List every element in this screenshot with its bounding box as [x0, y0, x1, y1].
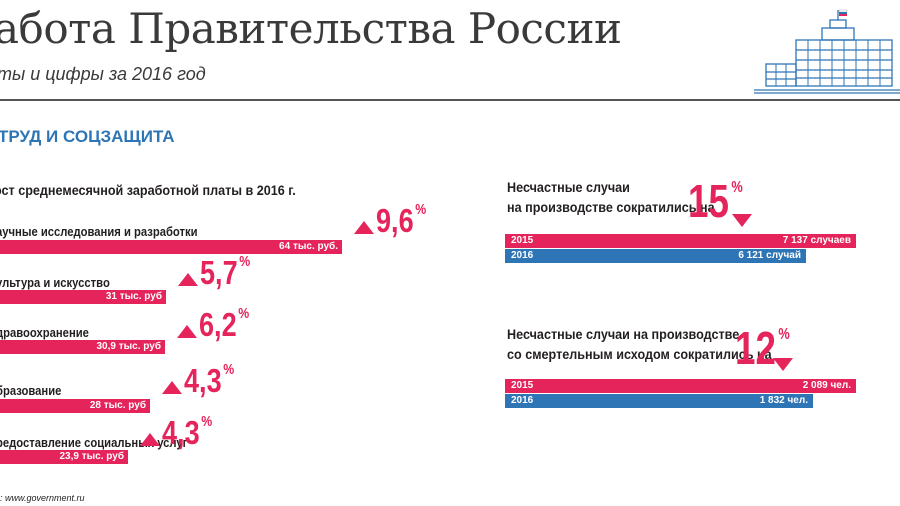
growth-percent-sign: %: [201, 413, 213, 430]
salary-bar: 23,9 тыс. руб: [0, 450, 128, 464]
growth-percent-value: 9,6: [376, 202, 414, 239]
bar-value-label: 31 тыс. руб: [105, 291, 162, 302]
category-label: бразование: [0, 384, 62, 398]
government-building-logo: [754, 9, 900, 94]
increase-arrow-icon: [177, 325, 197, 338]
bar-value-label: 7 137 случаев: [782, 235, 851, 246]
year-bar: 2015 7 137 случаев: [505, 234, 856, 248]
bar-value-label: 23,9 тыс. руб: [59, 451, 124, 462]
growth-percent: 5,7%: [200, 253, 251, 291]
year-label: 2015: [511, 380, 534, 391]
salary-bar: 30,9 тыс. руб: [0, 340, 165, 354]
year-bar: 2016 1 832 чел.: [505, 394, 813, 408]
category-label: ультура и искусство: [0, 276, 110, 290]
salary-bar: 31 тыс. руб: [0, 290, 166, 304]
salary-chart-title: ост среднемесячной заработной платы в 20…: [0, 182, 296, 198]
growth-percent: 4,3%: [162, 413, 213, 451]
growth-percent: 4,3%: [184, 361, 235, 399]
growth-percent-value: 4,3: [162, 414, 200, 451]
bar-value-label: 64 тыс. руб.: [279, 241, 338, 252]
decrease-arrow-icon: [732, 214, 752, 227]
increase-arrow-icon: [178, 273, 198, 286]
growth-percent-value: 4,3: [184, 362, 222, 399]
bar-value-label: 2 089 чел.: [802, 380, 851, 391]
source-note: : www.government.ru: [0, 493, 85, 503]
year-label: 2015: [511, 235, 534, 246]
section-title: ТРУД И СОЦЗАЩИТА: [0, 127, 175, 146]
accidents-text-line2: на производстве сократились на: [507, 199, 715, 215]
salary-bar: 64 тыс. руб.: [0, 240, 342, 254]
growth-percent-sign: %: [239, 253, 251, 270]
increase-arrow-icon: [140, 433, 160, 446]
category-label: аучные исследования и разработки: [0, 225, 198, 239]
year-bar: 2015 2 089 чел.: [505, 379, 856, 393]
increase-arrow-icon: [162, 381, 182, 394]
growth-percent-value: 6,2: [199, 306, 237, 343]
fatal-accidents-text-line1: Несчастные случаи на производстве: [507, 326, 740, 342]
year-label: 2016: [511, 395, 534, 406]
growth-percent-sign: %: [223, 361, 235, 378]
page-title: абота Правительства России: [0, 4, 622, 53]
growth-percent-value: 5,7: [200, 254, 238, 291]
bar-value-label: 1 832 чел.: [759, 395, 808, 406]
growth-percent-sign: %: [238, 305, 250, 322]
decrease-arrow-icon: [773, 358, 793, 371]
year-label: 2016: [511, 250, 534, 261]
fatal-accidents-text-line2: со смертельным исходом сократились на: [507, 346, 772, 362]
bar-value-label: 30,9 тыс. руб: [96, 341, 161, 352]
header-divider: [0, 99, 900, 101]
increase-arrow-icon: [354, 221, 374, 234]
bar-value-label: 6 121 случай: [738, 250, 801, 261]
growth-percent: 6,2%: [199, 305, 250, 343]
salary-bar: 28 тыс. руб: [0, 399, 150, 413]
year-bar: 2016 6 121 случай: [505, 249, 806, 263]
growth-percent: 9,6%: [376, 201, 427, 239]
fatal-accidents-change-percent: 12%: [735, 322, 790, 374]
accidents-change-percent: 15%: [688, 175, 743, 227]
page-subtitle: ты и цифры за 2016 год: [0, 64, 206, 84]
growth-percent-sign: %: [415, 201, 427, 218]
accidents-text-line1: Несчастные случаи: [507, 179, 630, 195]
bar-value-label: 28 тыс. руб: [89, 400, 146, 411]
category-label: дравоохранение: [0, 326, 89, 340]
